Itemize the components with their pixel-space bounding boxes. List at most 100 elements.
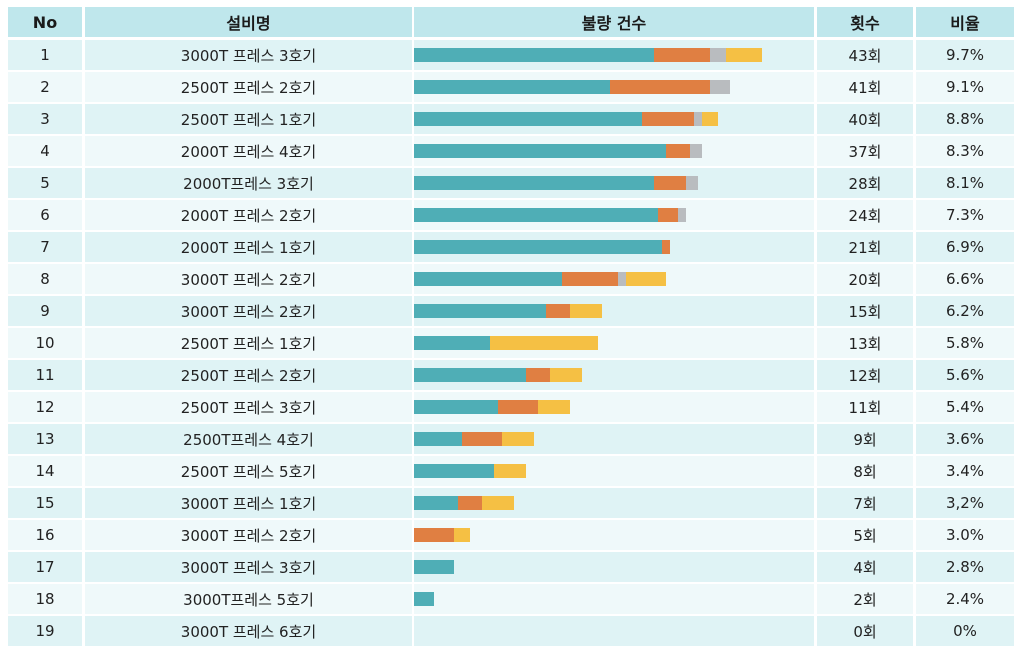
row-ratio: 8.3%	[916, 136, 1014, 166]
row-bar-cell	[414, 136, 814, 166]
bar-track	[414, 168, 814, 198]
bar-segment	[526, 368, 550, 382]
table-row: 12 2500T 프레스 3호기 11회 5.4%	[8, 392, 1014, 422]
bar-track	[414, 328, 814, 358]
bar-segment	[550, 368, 582, 382]
table-row: 13 2500T프레스 4호기 9회 3.6%	[8, 424, 1014, 454]
header-count: 횟수	[817, 7, 913, 37]
row-bar-cell	[414, 40, 814, 70]
bar-segment	[414, 48, 654, 62]
row-no: 1	[8, 40, 82, 70]
bar-track	[414, 104, 814, 134]
row-no: 4	[8, 136, 82, 166]
row-count: 21회	[817, 232, 913, 262]
row-equipment-name: 2500T 프레스 1호기	[85, 328, 412, 358]
table-row: 8 3000T 프레스 2호기 20회 6.6%	[8, 264, 1014, 294]
bar-segment	[686, 176, 698, 190]
row-bar-cell	[414, 168, 814, 198]
bar-segment	[654, 176, 686, 190]
row-equipment-name: 2500T 프레스 2호기	[85, 360, 412, 390]
table-row: 9 3000T 프레스 2호기 15회 6.2%	[8, 296, 1014, 326]
bar-track	[414, 424, 814, 454]
row-count: 5회	[817, 520, 913, 550]
bar-segment	[666, 144, 690, 158]
row-ratio: 3,2%	[916, 488, 1014, 518]
bar-segment	[414, 336, 490, 350]
bar-track	[414, 136, 814, 166]
bar-segment	[538, 400, 570, 414]
bar-segment	[462, 432, 502, 446]
bar-track	[414, 40, 814, 70]
row-count: 0회	[817, 616, 913, 646]
row-no: 16	[8, 520, 82, 550]
row-equipment-name: 3000T 프레스 1호기	[85, 488, 412, 518]
bar-segment	[490, 336, 598, 350]
row-ratio: 3.4%	[916, 456, 1014, 486]
row-no: 14	[8, 456, 82, 486]
bar-track	[414, 72, 814, 102]
table-row: 1 3000T 프레스 3호기 43회 9.7%	[8, 40, 1014, 70]
row-no: 5	[8, 168, 82, 198]
row-count: 2회	[817, 584, 913, 614]
table-row: 5 2000T프레스 3호기 28회 8.1%	[8, 168, 1014, 198]
row-ratio: 9.1%	[916, 72, 1014, 102]
table-row: 4 2000T 프레스 4호기 37회 8.3%	[8, 136, 1014, 166]
row-count: 13회	[817, 328, 913, 358]
row-count: 9회	[817, 424, 913, 454]
row-no: 6	[8, 200, 82, 230]
bar-segment	[482, 496, 514, 510]
row-ratio: 0%	[916, 616, 1014, 646]
bar-track	[414, 552, 814, 582]
row-equipment-name: 3000T 프레스 6호기	[85, 616, 412, 646]
row-ratio: 6.9%	[916, 232, 1014, 262]
row-ratio: 3.0%	[916, 520, 1014, 550]
row-no: 15	[8, 488, 82, 518]
bar-segment	[498, 400, 538, 414]
row-count: 12회	[817, 360, 913, 390]
row-count: 24회	[817, 200, 913, 230]
row-count: 41회	[817, 72, 913, 102]
row-bar-cell	[414, 456, 814, 486]
header-defect-count: 불량 건수	[414, 7, 814, 37]
table-row: 10 2500T 프레스 1호기 13회 5.8%	[8, 328, 1014, 358]
row-count: 37회	[817, 136, 913, 166]
row-ratio: 6.2%	[916, 296, 1014, 326]
row-no: 2	[8, 72, 82, 102]
row-equipment-name: 3000T 프레스 3호기	[85, 552, 412, 582]
bar-segment	[610, 80, 710, 94]
bar-track	[414, 296, 814, 326]
row-bar-cell	[414, 424, 814, 454]
bar-segment	[414, 464, 494, 478]
bar-segment	[570, 304, 602, 318]
row-bar-cell	[414, 584, 814, 614]
row-bar-cell	[414, 264, 814, 294]
bar-segment	[710, 48, 726, 62]
bar-segment	[414, 112, 642, 126]
table-row: 16 3000T 프레스 2호기 5회 3.0%	[8, 520, 1014, 550]
table-row: 3 2500T 프레스 1호기 40회 8.8%	[8, 104, 1014, 134]
table-row: 17 3000T 프레스 3호기 4회 2.8%	[8, 552, 1014, 582]
row-count: 40회	[817, 104, 913, 134]
row-ratio: 5.4%	[916, 392, 1014, 422]
row-no: 8	[8, 264, 82, 294]
bar-track	[414, 488, 814, 518]
row-ratio: 5.6%	[916, 360, 1014, 390]
row-bar-cell	[414, 520, 814, 550]
bar-segment	[414, 272, 562, 286]
bar-segment	[654, 48, 710, 62]
bar-segment	[414, 528, 454, 542]
row-count: 15회	[817, 296, 913, 326]
bar-segment	[414, 240, 662, 254]
row-count: 4회	[817, 552, 913, 582]
table-header: No 설비명 불량 건수 횟수 비율	[8, 7, 1014, 37]
bar-segment	[658, 208, 678, 222]
row-no: 7	[8, 232, 82, 262]
bar-segment	[642, 112, 694, 126]
bar-track	[414, 232, 814, 262]
row-bar-cell	[414, 552, 814, 582]
bar-segment	[454, 528, 470, 542]
table-row: 14 2500T 프레스 5호기 8회 3.4%	[8, 456, 1014, 486]
bar-segment	[414, 208, 658, 222]
row-no: 11	[8, 360, 82, 390]
row-no: 10	[8, 328, 82, 358]
